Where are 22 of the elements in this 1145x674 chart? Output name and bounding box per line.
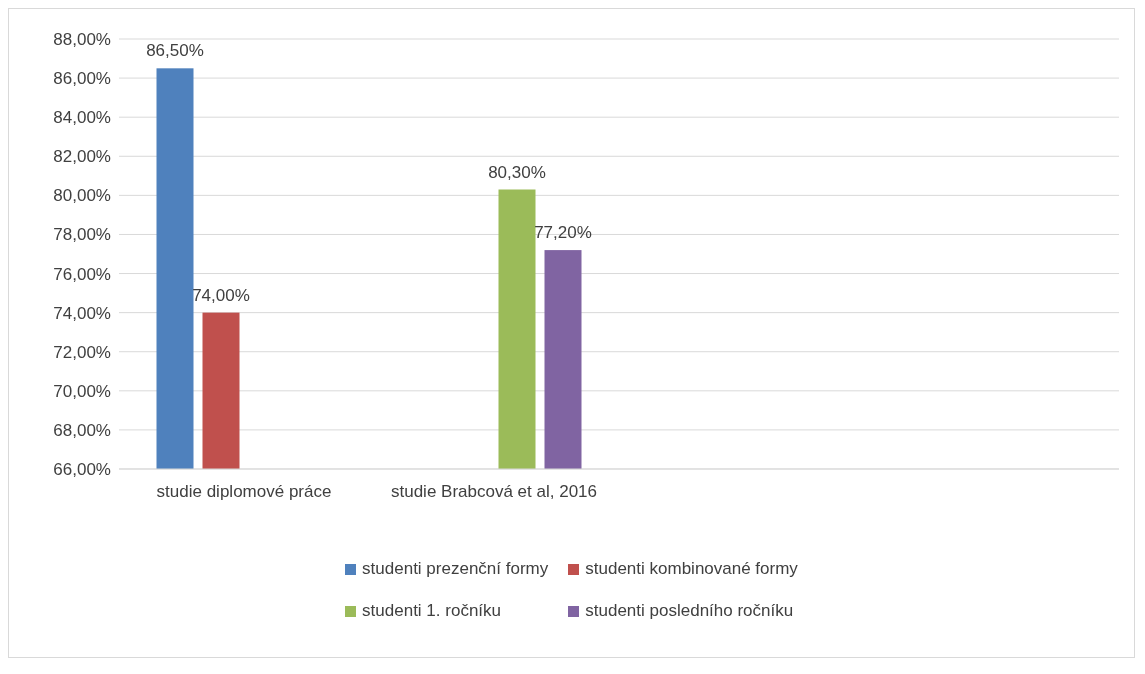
y-tick-label: 72,00% <box>53 342 111 362</box>
y-tick-label: 76,00% <box>53 264 111 284</box>
y-tick-label: 80,00% <box>53 186 111 206</box>
data-label: 77,20% <box>534 223 592 243</box>
y-tick-label: 86,00% <box>53 69 111 89</box>
legend-label: studenti 1. ročníku <box>362 601 502 621</box>
data-label: 80,30% <box>488 162 546 182</box>
x-tick-label: studie Brabcová et al, 2016 <box>390 482 598 502</box>
legend-label: studenti kombinované formy <box>585 559 798 579</box>
y-tick-label: 82,00% <box>53 147 111 167</box>
y-tick-label: 68,00% <box>53 420 111 440</box>
legend-label: studenti posledního ročníku <box>585 601 794 621</box>
y-tick-label: 66,00% <box>53 460 111 480</box>
legend-label: studenti prezenční formy <box>362 559 549 579</box>
x-tick-label: studie diplomové práce <box>156 482 332 502</box>
data-label: 86,50% <box>146 41 204 61</box>
data-label: 74,00% <box>192 285 250 305</box>
y-tick-label: 74,00% <box>53 303 111 323</box>
y-tick-label: 84,00% <box>53 108 111 128</box>
y-tick-label: 88,00% <box>53 30 111 50</box>
y-tick-label: 78,00% <box>53 225 111 245</box>
y-tick-label: 70,00% <box>53 381 111 401</box>
